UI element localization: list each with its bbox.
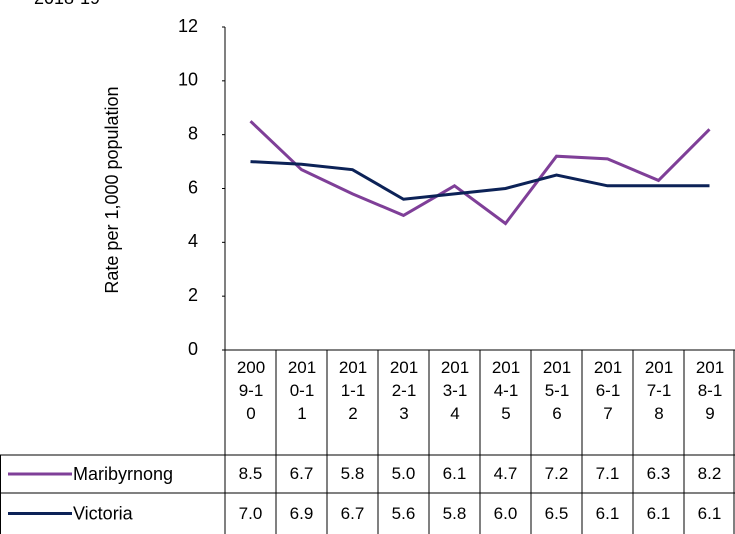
table-value: 6.3 [646,464,671,483]
x-tick-label: 2012-13 [389,358,419,423]
table-value: 8.2 [697,464,722,483]
y-tick-label: 0 [188,339,198,359]
y-tick-label: 10 [178,70,198,90]
y-tick-label: 6 [188,177,198,197]
y-axis-label: Rate per 1,000 population [102,86,122,293]
table-value: 8.5 [238,464,263,483]
table-value: 7.0 [238,504,263,523]
legend-label: Victoria [73,503,134,523]
table-value: 5.8 [442,504,467,523]
x-tick-label: 2016-17 [593,358,623,423]
table-value: 6.1 [595,504,620,523]
legend-label: Maribyrnong [73,464,173,484]
table-value: 5.6 [391,504,416,523]
table-value: 6.0 [493,504,518,523]
table-value: 6.1 [646,504,671,523]
table-value: 4.7 [493,464,518,483]
table-value: 7.2 [544,464,569,483]
y-tick-label: 12 [178,16,198,36]
series-line [250,160,710,201]
x-tick-label: 2017-18 [644,358,674,423]
table-value: 6.9 [289,504,314,523]
x-tick-label: 2013-14 [440,358,470,423]
table-value: 5.0 [391,464,416,483]
chart-title: 2018-19 [34,0,100,8]
y-tick-label: 8 [188,123,198,143]
x-tick-label: 2011-12 [338,358,368,423]
table-value: 7.1 [595,464,620,483]
y-tick-label: 2 [188,285,198,305]
table-value: 6.7 [340,504,365,523]
table-value: 5.8 [340,464,365,483]
x-tick-label: 2015-16 [542,358,572,423]
table-value: 6.1 [442,464,467,483]
x-tick-label: 2018-19 [695,358,725,423]
table-value: 6.7 [289,464,314,483]
y-tick-label: 4 [188,231,198,251]
table-value: 6.5 [544,504,569,523]
x-tick-label: 2014-15 [491,358,521,423]
x-tick-label: 2009-10 [236,358,266,423]
table-value: 6.1 [697,504,722,523]
series-line [249,120,711,226]
x-tick-label: 2010-11 [287,358,317,423]
